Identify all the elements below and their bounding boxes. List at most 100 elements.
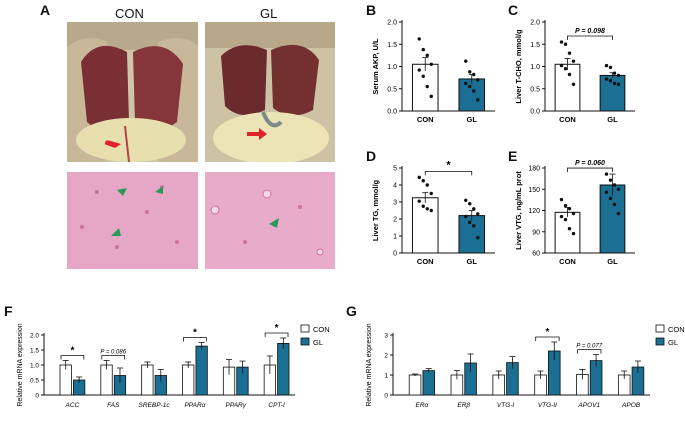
con-histology-photo (67, 172, 198, 269)
chart-g-x-tick-label: APOV1 (577, 402, 600, 409)
chart-b-data-point (425, 53, 429, 58)
chart-e-data-point (571, 231, 576, 236)
chart-g-x-tick-label: APOB (621, 402, 641, 409)
chart-c-annotation: P = 0.098 (575, 28, 605, 35)
con-label: CON (115, 6, 144, 21)
chart-g-annotation: * (545, 327, 549, 338)
chart-b-data-point (429, 94, 433, 99)
chart-c-data-point (567, 51, 572, 55)
chart-f-bar-con (182, 364, 195, 396)
chart-c-data-point (604, 63, 609, 68)
chart-b-y-tick-label: 1.0 (387, 64, 397, 71)
green-arrow-icon (269, 218, 279, 228)
chart-e-data-point (608, 196, 613, 201)
chart-e-data-point (559, 214, 564, 219)
chart-e-data-point (563, 217, 568, 222)
chart-f-legend-label-gl: GL (313, 338, 323, 347)
chart-b-x-tick-label: CON (417, 115, 434, 124)
panel-b-letter: B (366, 2, 377, 18)
chart-f-x-tick-label: SREBP-1c (139, 402, 171, 409)
chart-e-annotation: P = 0.060 (575, 160, 605, 167)
chart-c-data-point (571, 82, 576, 87)
chart-g-legend-swatch-con (655, 324, 665, 333)
chart-e-y-tick-label: 180 (528, 166, 540, 173)
chart-b-data-point (464, 81, 468, 86)
chart-f-x-tick-label: PPARα (184, 402, 205, 409)
chart-e-data-point (567, 206, 572, 211)
chart-d-data-point (472, 224, 476, 228)
chart-b-data-point (421, 47, 425, 52)
chart-e-data-point (559, 197, 564, 202)
chart-d-data-point (468, 202, 472, 206)
green-arrow-icon (155, 186, 163, 194)
chart-f-y-tick-label: 0.5 (30, 378, 39, 385)
chart-f-x-tick-label: CPT-I (268, 402, 285, 409)
chart-f-significance-bracket (101, 355, 126, 360)
chart-g-bar-con (408, 374, 422, 396)
chart-d-x-tick-label: CON (417, 257, 434, 266)
chart-d-y-tick-label: 1 (393, 234, 397, 241)
chart-c-data-point (612, 71, 617, 75)
panel-f-letter: F (4, 303, 13, 319)
chart-g-y-tick-label: 2 (384, 353, 388, 360)
chart-f-bar-gl (277, 342, 290, 396)
chart-d-y-tick-label: 5 (393, 166, 397, 173)
chart-c-data-point (608, 65, 613, 70)
chart-f-x-tick-label: ACC (65, 402, 80, 409)
gl-dissection-photo (205, 22, 335, 162)
chart-e-data-point (604, 190, 609, 194)
chart-b-data-point (476, 78, 480, 82)
chart-d-y-tick-label: 2 (393, 217, 397, 224)
chart-c-data-point (563, 67, 568, 71)
chart-c-y-tick-label: 1.0 (530, 64, 540, 71)
chart-d-bar-con (411, 197, 439, 254)
panel-e-letter: E (508, 148, 518, 164)
chart-g-x-tick-label: ERβ (457, 402, 470, 409)
chart-g-legend-label-con: CON (668, 325, 685, 334)
chart-b-y-tick-label: 2.0 (387, 20, 397, 27)
chart-e-y-tick-label: 150 (528, 187, 540, 194)
chart-b-data-point (425, 84, 429, 89)
chart-b-data-point (472, 89, 476, 93)
chart-e-y-tick-label: 60 (532, 251, 540, 258)
chart-f-significance-bracket (60, 355, 85, 360)
chart-f-y-tick-label: 0 (35, 393, 39, 400)
chart-g-significance-bracket (535, 336, 560, 341)
chart-d-data-point (464, 214, 468, 219)
chart-c-data-point (559, 40, 564, 44)
green-arrow-icon (117, 188, 127, 196)
chart-d-data-point (468, 220, 472, 225)
chart-e-bar-gl (599, 184, 626, 254)
chart-g-significance-bracket (577, 349, 602, 354)
chart-f-annotation: P = 0.086 (100, 350, 126, 356)
chart-f-y-label: Relative mRNA expression (17, 323, 24, 406)
chart-b-data-point (468, 84, 472, 89)
chart-g-y-tick-label: 3 (384, 333, 388, 340)
chart-e-bar-con (554, 211, 581, 254)
chart-f-annotation: * (70, 346, 74, 357)
chart-e-significance-bracket (567, 167, 613, 173)
chart-d-data-point (464, 198, 468, 202)
chart-c-data-point (616, 82, 621, 87)
chart-f-legend-swatch-con (300, 324, 310, 333)
chart-e-data-point (563, 203, 568, 208)
chart-d-data-point (472, 207, 476, 211)
chart-e-data-point (571, 211, 576, 216)
chart-c-data-point (571, 59, 576, 63)
chart-b-data-point (464, 59, 468, 63)
chart-d-data-point (425, 183, 429, 187)
chart-g-bar-gl (422, 370, 436, 396)
chart-g-x-tick-label: VTG-II (538, 402, 557, 409)
gl-label: GL (260, 6, 278, 21)
chart-e-data-point (616, 187, 621, 191)
chart-f-x-tick-label: PPARγ (226, 402, 247, 409)
chart-b-x-tick-label: GL (467, 115, 478, 124)
chart-c-y-tick-label: 0.0 (530, 109, 540, 116)
chart-d-y-tick-label: 3 (393, 200, 397, 207)
chart-d-bar-gl (458, 215, 486, 254)
chart-f-annotation: * (193, 328, 197, 339)
chart-g-y-tick-label: 1 (384, 373, 388, 380)
panel-g-letter: G (346, 303, 357, 319)
chart-b-data-point (429, 62, 433, 66)
green-arrow-icon (111, 228, 121, 236)
